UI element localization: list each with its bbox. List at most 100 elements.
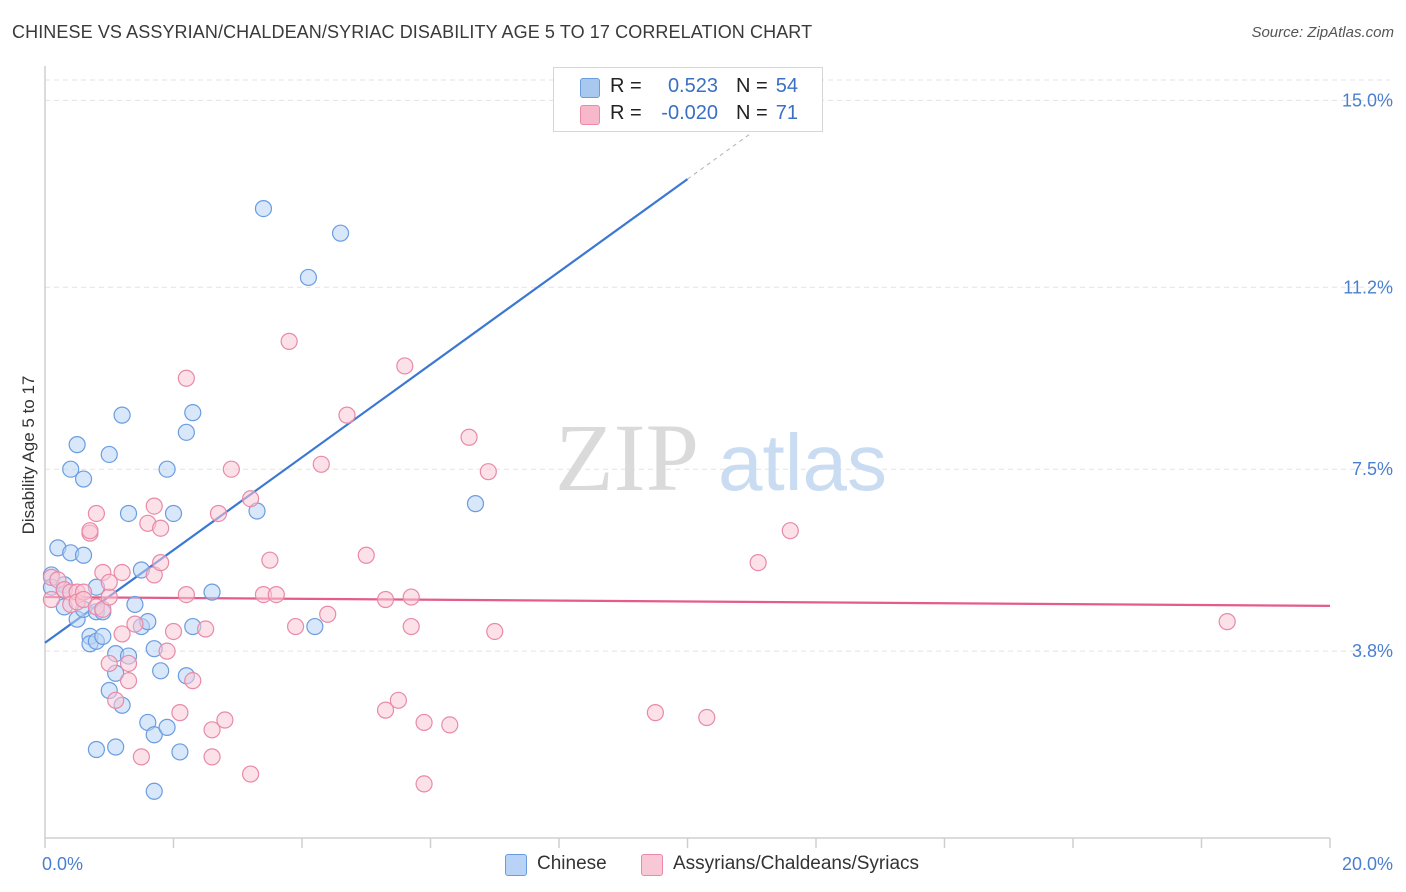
assyrian-point: [119, 672, 138, 690]
n-value: 71: [775, 102, 798, 124]
assyrian-point: [222, 460, 240, 478]
assyrian-point: [749, 554, 767, 572]
assyrian-point: [698, 708, 716, 727]
legend-swatch-chinese: [505, 854, 527, 876]
assyrian-point: [376, 590, 395, 609]
chinese-point: [94, 627, 112, 645]
assyrian-point: [81, 522, 99, 540]
assyrian-point: [216, 711, 234, 729]
x-tick-label: 0.0%: [42, 854, 83, 874]
assyrian-point: [177, 369, 195, 387]
chinese-point: [145, 782, 163, 800]
assyrian-point: [646, 704, 664, 722]
assyrian-point: [319, 605, 337, 623]
assyrian-point: [145, 497, 163, 515]
chinese-point: [87, 740, 106, 759]
chinese-point: [119, 504, 138, 523]
assyrian-point: [242, 490, 260, 508]
assyrian-point: [158, 642, 176, 660]
assyrian-point: [402, 617, 420, 636]
tick-labels: 3.8% 7.5% 11.2% 15.0% 0.0% 20.0%: [42, 90, 1393, 874]
assyrian-point: [126, 615, 144, 633]
assyrian-point: [280, 332, 298, 350]
assyrian-point: [312, 455, 330, 473]
assyrian-point: [177, 585, 195, 604]
assyrian-point: [357, 546, 375, 564]
y-tick-label: 15.0%: [1342, 90, 1393, 110]
legend-row-assyrians: R = -0.020 N = 71: [554, 100, 822, 128]
grid-lines: [45, 79, 1390, 652]
legend-swatch-assyrians: [580, 105, 600, 125]
chinese-point: [100, 445, 118, 464]
chinese-point: [113, 406, 131, 424]
assyrian-point: [171, 704, 189, 722]
watermark-atlas: atlas: [718, 418, 887, 507]
assyrian-point: [113, 625, 131, 643]
r-value: -0.020: [661, 102, 718, 124]
assyrian-point: [460, 428, 478, 446]
assyrian-point: [781, 522, 799, 540]
legend-swatch-chinese: [580, 78, 600, 98]
chinese-point: [306, 617, 324, 636]
r-value: 0.523: [667, 75, 718, 97]
chinese-point: [254, 199, 273, 218]
assyrian-point: [209, 504, 228, 523]
assyrian-point: [267, 585, 285, 604]
assyrian-point: [415, 713, 433, 732]
chinese-point: [171, 743, 189, 761]
stats-legend: R = 0.523 N = 54 R = -0.020 N = 71: [553, 67, 823, 132]
assyrian-point: [132, 748, 150, 766]
assyrian-point: [286, 617, 305, 636]
chinese-point: [184, 404, 202, 422]
assyrian-point: [87, 504, 106, 523]
n-value: 54: [775, 75, 798, 97]
r-label: R =: [610, 75, 642, 97]
assyrian-point: [486, 622, 504, 641]
assyrian-point: [396, 357, 414, 375]
chinese-point: [107, 738, 125, 756]
legend-row-chinese: R = 0.523 N = 54: [554, 73, 822, 101]
assyrian-point: [152, 554, 170, 572]
assyrian-point: [152, 519, 170, 537]
legend-label-chinese: Chinese: [537, 853, 607, 874]
source-label: Source: ZipAtlas.com: [1251, 24, 1394, 41]
assyrian-point: [42, 590, 61, 609]
chart-title: CHINESE VS ASSYRIAN/CHALDEAN/SYRIAC DISA…: [12, 22, 813, 42]
chinese-point: [331, 224, 350, 242]
trend-lines: [44, 132, 1331, 644]
assyrian-point: [402, 588, 420, 606]
assyrian-point: [100, 573, 118, 591]
assyrian-point: [100, 588, 118, 606]
assyrian-point: [415, 775, 433, 793]
chinese-point: [466, 495, 485, 513]
chinese-point: [158, 460, 176, 478]
n-label: N =: [736, 102, 768, 124]
x-tick-label: 20.0%: [1342, 854, 1393, 874]
data-points: [42, 199, 1236, 800]
assyrian-point: [261, 551, 279, 569]
chinese-point: [126, 595, 144, 614]
chinese-point: [152, 662, 170, 680]
chinese-point: [74, 470, 93, 488]
assyrian-point: [389, 691, 407, 709]
chinese-point: [62, 460, 80, 478]
assyrian-point: [441, 716, 459, 734]
assyrian-point: [197, 620, 215, 638]
assyrian-point: [107, 691, 125, 709]
chinese-point: [177, 423, 195, 441]
chinese-point: [158, 718, 176, 736]
assyrian-point: [338, 406, 356, 424]
chinese-point: [68, 436, 86, 454]
assyrian-point: [203, 721, 221, 739]
legend-swatch-assyrians: [641, 854, 663, 876]
y-tick-label: 7.5%: [1352, 459, 1393, 479]
assyrian-point: [1218, 613, 1236, 631]
assyrian-point: [184, 672, 202, 690]
chinese-point: [203, 583, 221, 601]
chinese-point: [164, 504, 183, 523]
chinese-point: [299, 268, 318, 287]
assyrian-point: [113, 563, 131, 582]
r-label: R =: [610, 102, 642, 124]
assyrian-point: [242, 765, 260, 783]
